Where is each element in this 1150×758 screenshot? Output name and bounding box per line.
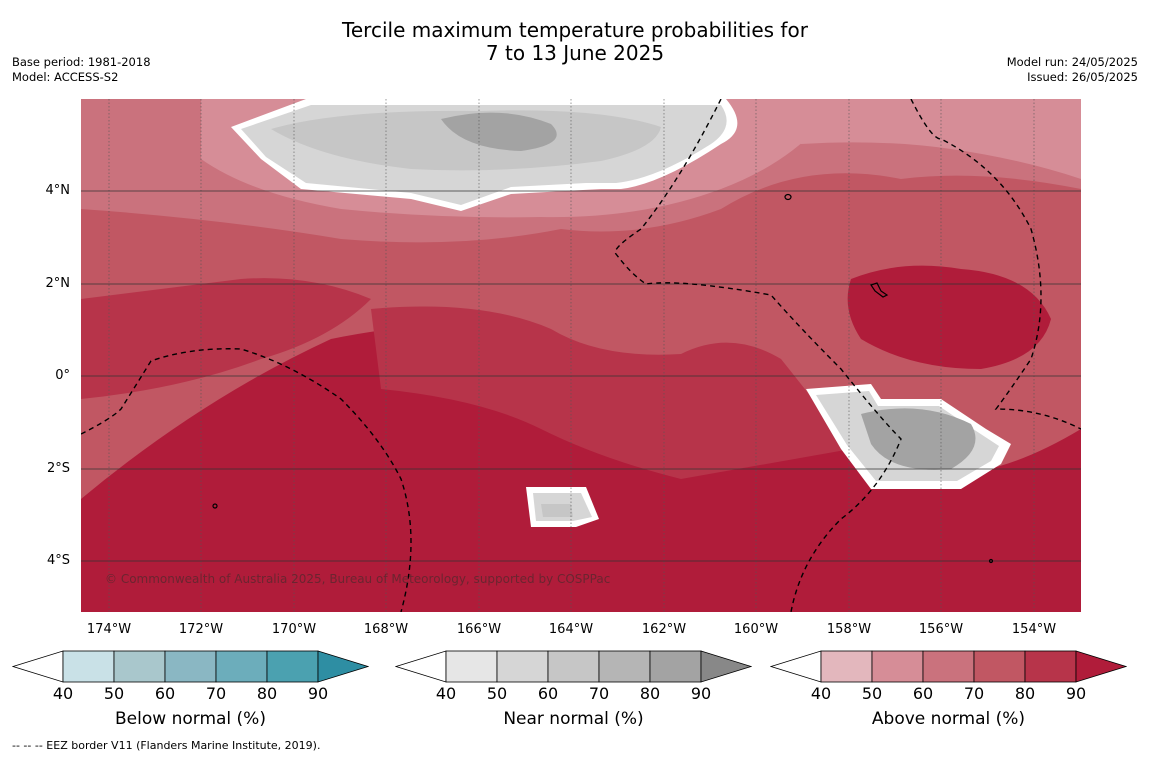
eez-borders	[81, 99, 1081, 612]
colorbar-tick-label: 80	[1014, 684, 1036, 703]
colorbar-segment	[266, 650, 319, 683]
title-line-1: Tercile maximum temperature probabilitie…	[342, 18, 808, 42]
lon-label-158w: 158°W	[826, 622, 872, 637]
colorbar-tick-label: 60	[537, 684, 559, 703]
title-line-2: 7 to 13 June 2025	[485, 41, 665, 65]
lat-label-0: 0°	[55, 368, 70, 383]
near-normal-north-80	[441, 112, 557, 151]
colorbar-segment	[164, 650, 217, 683]
copyright-notice: © Commonwealth of Australia 2025, Bureau…	[105, 572, 611, 586]
colorbar-tick-label: 70	[963, 684, 985, 703]
colorbar-title-near: Near normal (%)	[503, 709, 644, 729]
near-normal-east-80	[861, 408, 976, 470]
model-run: Model run: 24/05/2025	[1006, 55, 1138, 69]
band-50-60-east	[731, 99, 1081, 179]
map-field	[81, 99, 1081, 612]
lon-label-164w: 164°W	[548, 622, 594, 637]
base-period: Base period: 1981-2018	[12, 55, 151, 69]
issued-date: Issued: 26/05/2025	[1027, 70, 1138, 84]
colorbar-above	[770, 650, 1127, 683]
colorbar-tick-label: 60	[912, 684, 934, 703]
band-80-90-west	[81, 278, 371, 399]
colorbar-below	[12, 650, 369, 683]
colorbar-segment	[496, 650, 549, 683]
colorbar-segment	[445, 650, 498, 683]
colorbar-segment	[973, 650, 1026, 683]
model-name: Model: ACCESS-S2	[12, 70, 119, 84]
colorbar-title-below: Below normal (%)	[115, 709, 266, 729]
lon-label-154w: 154°W	[1011, 622, 1057, 637]
colorbar-tick-label: 90	[1065, 684, 1087, 703]
colorbar-segment	[871, 650, 924, 683]
colorbar-title-above: Above normal (%)	[871, 709, 1026, 729]
colorbar-segment	[62, 650, 115, 683]
lon-label-166w: 166°W	[456, 622, 502, 637]
meta-left: Base period: 1981-2018 Model: ACCESS-S2	[12, 55, 151, 85]
colorbar-segment	[598, 650, 651, 683]
colorbar-over-arrow	[1075, 650, 1127, 683]
colorbar-segment	[922, 650, 975, 683]
colorbar-segment	[113, 650, 166, 683]
colorbar-under-arrow	[12, 650, 64, 683]
colorbar-tick-label: 90	[307, 684, 329, 703]
colorbar-tick-label: 80	[639, 684, 661, 703]
lon-label-156w: 156°W	[918, 622, 964, 637]
colorbar-segment	[649, 650, 702, 683]
colorbar-tick-label: 40	[52, 684, 74, 703]
colorbar-over-arrow	[317, 650, 369, 683]
colorbar-under-arrow	[395, 650, 447, 683]
lat-label-2s: 2°S	[46, 461, 70, 476]
band-80-90-south	[371, 306, 851, 479]
near-normal-north-60	[271, 110, 661, 171]
map-title: Tercile maximum temperature probabilitie…	[0, 19, 1150, 65]
colorbar-segment	[1024, 650, 1077, 683]
lon-label-174w: 174°W	[86, 622, 132, 637]
latitude-lines	[81, 190, 1081, 562]
colorbar-near	[395, 650, 752, 683]
colorbar-over-arrow	[700, 650, 752, 683]
lon-label-160w: 160°W	[733, 622, 779, 637]
colorbar-tick-label: 90	[690, 684, 712, 703]
colorbar-tick-label: 50	[861, 684, 883, 703]
colorbar-segment	[547, 650, 600, 683]
lon-label-162w: 162°W	[641, 622, 687, 637]
colorbar-tick-label: 70	[205, 684, 227, 703]
colorbar-tick-label: 40	[810, 684, 832, 703]
near-normal-south-60	[541, 504, 573, 517]
colorbar-under-arrow	[770, 650, 822, 683]
colorbar-tick-label: 50	[103, 684, 125, 703]
colorbar-tick-label: 50	[486, 684, 508, 703]
eez-footnote: -- -- -- EEZ border V11 (Flanders Marine…	[12, 739, 321, 752]
colorbar-tick-label: 40	[435, 684, 457, 703]
colorbar-tick-label: 60	[154, 684, 176, 703]
colorbar-segment	[215, 650, 268, 683]
lon-label-170w: 170°W	[271, 622, 317, 637]
lat-label-4n: 4°N	[45, 183, 71, 198]
lat-label-4s: 4°S	[46, 553, 70, 568]
graticule	[108, 99, 1035, 612]
lon-label-168w: 168°W	[363, 622, 409, 637]
lon-label-172w: 172°W	[178, 622, 224, 637]
islands	[212, 193, 994, 564]
band-90-east	[847, 265, 1051, 369]
colorbar-tick-label: 70	[588, 684, 610, 703]
colorbar-tick-label: 80	[256, 684, 278, 703]
meta-right: Model run: 24/05/2025 Issued: 26/05/2025	[1007, 55, 1138, 85]
colorbar-segment	[820, 650, 873, 683]
probability-map: © Commonwealth of Australia 2025, Bureau…	[81, 99, 1081, 612]
lat-label-2n: 2°N	[45, 276, 71, 291]
